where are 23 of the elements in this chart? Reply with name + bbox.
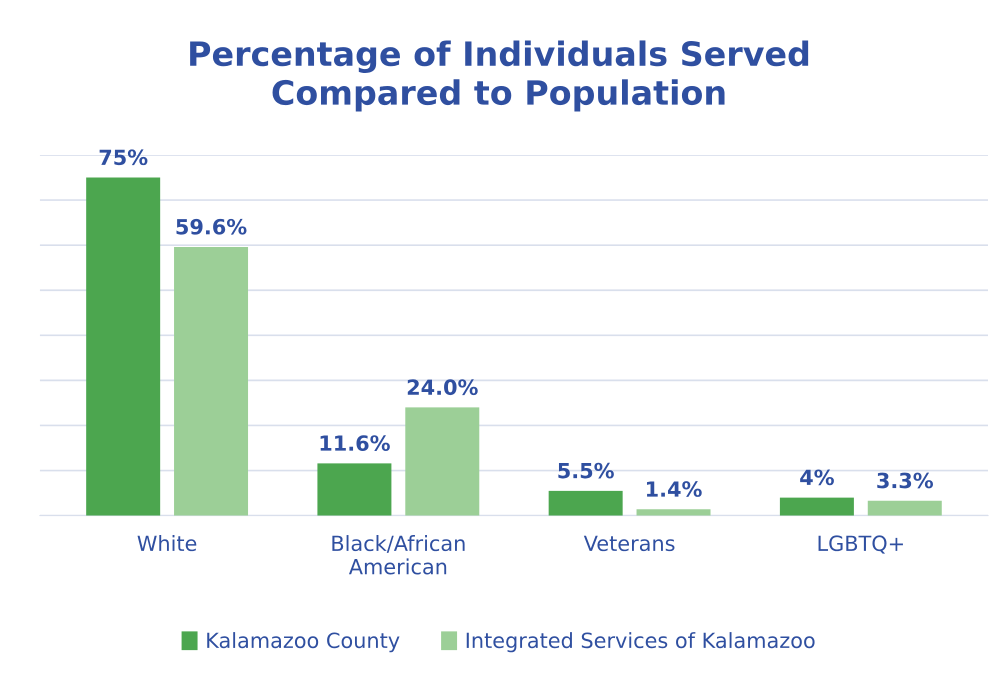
data-label: 59.6% bbox=[176, 218, 247, 235]
bar bbox=[868, 500, 942, 516]
bar bbox=[405, 407, 480, 516]
x-tick-label: Black/African American bbox=[332, 535, 465, 575]
data-label: 11.6% bbox=[320, 435, 390, 451]
bar bbox=[174, 246, 248, 516]
data-label: 24.0% bbox=[408, 379, 478, 396]
legend-label: Integrated Services of Kalamazoo bbox=[466, 632, 815, 652]
bar bbox=[636, 509, 711, 516]
bar bbox=[548, 490, 623, 516]
x-tick-label: Veterans bbox=[584, 536, 674, 552]
bar bbox=[86, 178, 160, 516]
data-label: 75% bbox=[100, 149, 148, 166]
data-label: 5.5% bbox=[558, 462, 614, 478]
x-tick-label: LGBTQ+ bbox=[818, 535, 903, 554]
data-label: 4% bbox=[800, 469, 834, 486]
legend-label: Kalamazoo County bbox=[207, 632, 400, 652]
data-label: 3.3% bbox=[877, 472, 933, 488]
data-label: 1.4% bbox=[646, 481, 702, 497]
x-tick-label: White bbox=[138, 535, 196, 552]
bar bbox=[780, 498, 854, 516]
chart-title: Percentage of Individuals Served Compared to Population bbox=[190, 40, 808, 112]
bar bbox=[317, 463, 392, 516]
